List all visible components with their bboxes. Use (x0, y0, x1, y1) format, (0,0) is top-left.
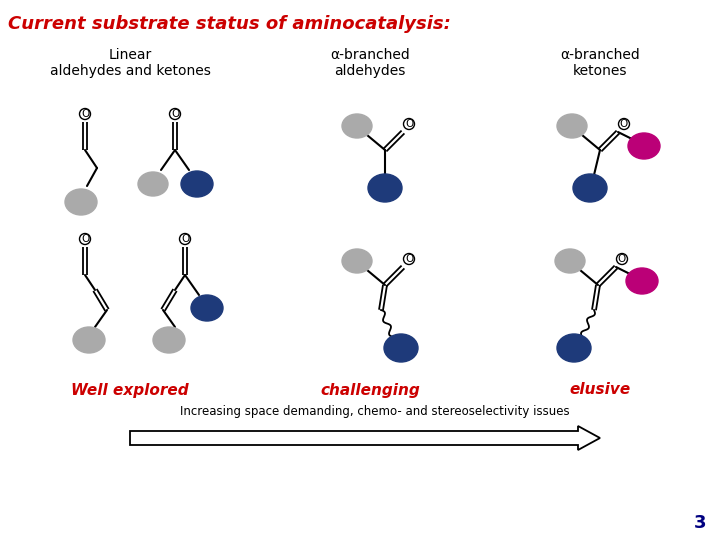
Circle shape (79, 233, 91, 245)
Circle shape (169, 109, 181, 119)
Text: Current substrate status of aminocatalysis:: Current substrate status of aminocatalys… (8, 15, 451, 33)
Ellipse shape (181, 171, 213, 197)
Text: O: O (618, 254, 626, 264)
Ellipse shape (368, 174, 402, 202)
Ellipse shape (557, 334, 591, 362)
Text: α-branched
aldehydes: α-branched aldehydes (330, 48, 410, 78)
Ellipse shape (557, 114, 587, 138)
Ellipse shape (342, 114, 372, 138)
Text: Linear
aldehydes and ketones: Linear aldehydes and ketones (50, 48, 210, 78)
Text: α-branched
ketones: α-branched ketones (560, 48, 640, 78)
Text: Increasing space demanding, chemo- and stereoselectivity issues: Increasing space demanding, chemo- and s… (180, 405, 570, 418)
Text: 3: 3 (693, 514, 706, 532)
Circle shape (179, 233, 191, 245)
Circle shape (79, 109, 91, 119)
Ellipse shape (555, 249, 585, 273)
Ellipse shape (73, 327, 105, 353)
Text: O: O (171, 109, 179, 119)
Circle shape (403, 118, 415, 130)
Ellipse shape (626, 268, 658, 294)
Text: O: O (181, 234, 189, 244)
Text: elusive: elusive (570, 382, 631, 397)
FancyArrow shape (130, 426, 600, 450)
Text: Well explored: Well explored (71, 382, 189, 397)
Ellipse shape (191, 295, 223, 321)
Circle shape (616, 253, 628, 265)
Text: challenging: challenging (320, 382, 420, 397)
Ellipse shape (384, 334, 418, 362)
Text: O: O (405, 119, 413, 129)
Circle shape (403, 253, 415, 265)
Ellipse shape (628, 133, 660, 159)
Text: O: O (620, 119, 628, 129)
Text: O: O (405, 254, 413, 264)
Text: O: O (81, 234, 89, 244)
Ellipse shape (573, 174, 607, 202)
Ellipse shape (65, 189, 97, 215)
Ellipse shape (342, 249, 372, 273)
Text: O: O (81, 109, 89, 119)
Ellipse shape (153, 327, 185, 353)
Ellipse shape (138, 172, 168, 196)
Circle shape (618, 118, 629, 130)
